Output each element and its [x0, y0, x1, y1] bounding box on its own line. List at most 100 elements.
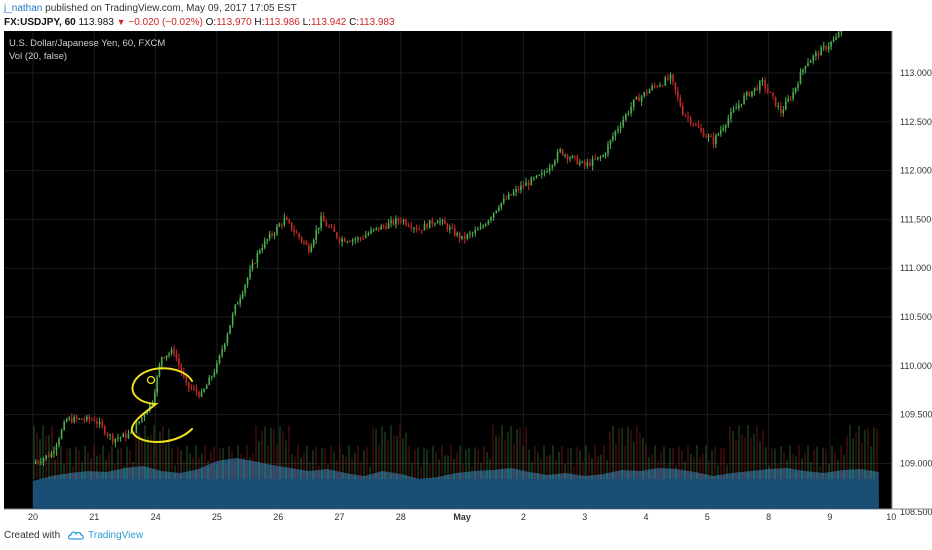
- volume-bar: [429, 463, 431, 479]
- time-axis-panel: [4, 509, 932, 523]
- y-tick-label: 112.000: [900, 166, 932, 176]
- volume-bar: [756, 425, 758, 479]
- volume-bar: [873, 427, 875, 479]
- y-tick-label: 110.500: [900, 312, 932, 322]
- volume-bar: [360, 462, 362, 479]
- x-tick-label: 21: [89, 512, 99, 522]
- candle-body: [807, 62, 809, 66]
- volume-bar: [807, 445, 809, 479]
- candle-body: [143, 414, 146, 418]
- volume-bar: [39, 438, 41, 479]
- volume-bar: [453, 458, 455, 479]
- candle-body: [254, 263, 256, 265]
- candle-body: [769, 91, 772, 93]
- volume-bar: [675, 465, 677, 479]
- candle-body: [681, 106, 684, 115]
- volume-bar: [780, 446, 782, 479]
- volume-bar: [591, 458, 593, 479]
- candle-body: [554, 160, 556, 165]
- volume-bar: [483, 445, 485, 479]
- volume-bar: [261, 430, 263, 479]
- volume-bar: [624, 445, 626, 479]
- volume-bar: [471, 466, 473, 479]
- candle-body: [158, 365, 161, 377]
- candle-body: [764, 80, 766, 89]
- candle-body: [375, 227, 378, 230]
- volume-bar: [711, 450, 713, 479]
- candle-body: [674, 81, 677, 91]
- candle-body: [114, 438, 117, 443]
- candle-body: [574, 155, 576, 157]
- change-value: −0.020 (−0.02%): [128, 17, 203, 28]
- candle-body: [246, 278, 249, 285]
- volume-bar: [267, 445, 269, 479]
- author-link[interactable]: j_nathan: [4, 3, 43, 14]
- plot-background: [4, 31, 892, 509]
- candle-body: [261, 248, 264, 251]
- candle-body: [669, 74, 672, 80]
- candle-body: [216, 363, 218, 373]
- x-tick-label: 5: [705, 512, 710, 522]
- candle-body: [330, 226, 333, 228]
- candle-body: [799, 72, 802, 85]
- candle-body: [241, 292, 244, 299]
- volume-bar: [813, 450, 815, 479]
- candle-body: [104, 426, 106, 434]
- candle-body: [777, 106, 780, 108]
- volume-bar: [336, 460, 338, 479]
- volume-bar: [861, 442, 863, 479]
- volume-bar: [153, 425, 155, 479]
- volume-bar: [87, 452, 89, 479]
- volume-bar: [459, 445, 461, 479]
- candle-body: [426, 223, 428, 229]
- candle-body: [80, 418, 83, 420]
- candle-body: [182, 372, 185, 377]
- volume-bar: [666, 464, 668, 479]
- volume-bar: [477, 449, 479, 479]
- volume-bar: [819, 466, 821, 479]
- candle-body: [40, 462, 42, 464]
- candle-body: [484, 224, 487, 226]
- candle-body: [556, 151, 559, 161]
- candle-body: [482, 225, 484, 228]
- volume-bar: [36, 432, 38, 479]
- candle-body: [512, 192, 515, 196]
- candle-body: [117, 437, 119, 439]
- volume-bar: [462, 462, 464, 479]
- volume-bar: [723, 448, 725, 479]
- candles: [34, 0, 853, 466]
- volume-bar: [288, 425, 290, 479]
- candle-body: [75, 416, 78, 419]
- candle-body: [88, 416, 91, 420]
- candle-body: [530, 177, 533, 186]
- volume-bar: [423, 447, 425, 479]
- x-tick-label: 2: [521, 512, 526, 522]
- volume-bar: [741, 434, 743, 479]
- volume-bar: [351, 458, 353, 479]
- volume-bar: [201, 453, 203, 479]
- volume-bar: [354, 452, 356, 479]
- volume-bar: [669, 448, 671, 479]
- candle-body: [463, 235, 466, 239]
- candle-body: [559, 149, 561, 152]
- candle-body: [293, 229, 295, 233]
- candle-body: [351, 239, 354, 242]
- volume-bar: [384, 431, 386, 479]
- chart-container[interactable]: 108.500 109.000 109.500 110.000 110.500 111.0…: [4, 0, 932, 523]
- volume-bar: [564, 463, 566, 479]
- volume-bar: [114, 463, 116, 479]
- volume-bar: [552, 445, 554, 479]
- candle-body: [730, 111, 732, 119]
- candle-body: [213, 372, 216, 377]
- volume-bar: [102, 445, 104, 479]
- volume-bar: [579, 450, 581, 479]
- tradingview-link[interactable]: TradingView: [88, 530, 144, 541]
- price-chart[interactable]: 108.500 109.000 109.500 110.000 110.500 111.0…: [4, 0, 932, 523]
- candle-body: [50, 453, 53, 457]
- candle-body: [609, 140, 612, 145]
- candle-body: [604, 153, 607, 156]
- volume-bar: [525, 427, 527, 479]
- candle-body: [827, 46, 830, 50]
- candle-body: [533, 177, 535, 179]
- volume-bar: [273, 428, 275, 479]
